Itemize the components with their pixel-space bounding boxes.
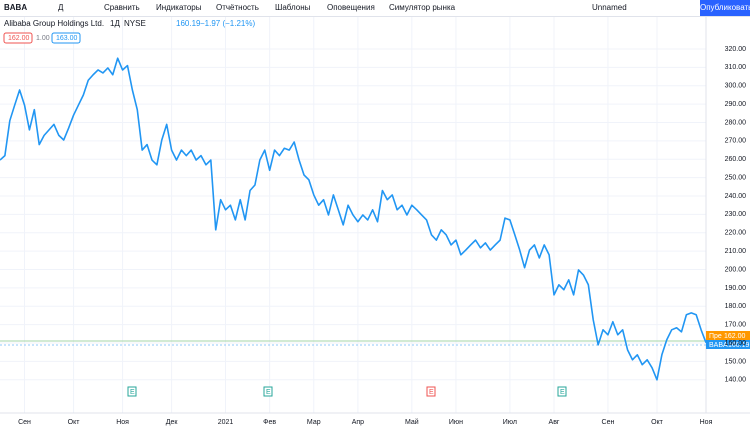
ask: 163.00 bbox=[56, 35, 78, 42]
event-marker[interactable] bbox=[127, 386, 137, 397]
spread: 1.00 bbox=[36, 35, 50, 42]
y-tick-label: 190.00 bbox=[725, 285, 747, 292]
toolbar: BABA Д Сравнить Индикаторы Отчётность Ша… bbox=[0, 0, 750, 17]
x-tick-label: Май bbox=[405, 418, 419, 426]
x-tick-label: Фев bbox=[263, 419, 276, 426]
y-tick-label: 240.00 bbox=[725, 193, 747, 200]
simulator[interactable]: Симулятор рынка bbox=[389, 3, 456, 12]
publish-button[interactable]: Опубликовать bbox=[700, 0, 750, 16]
y-tick-label: 140.00 bbox=[725, 377, 747, 384]
y-tick-label: 210.00 bbox=[725, 248, 747, 255]
bid-box[interactable] bbox=[3, 32, 33, 44]
symbol-tag-label: BABA bbox=[709, 342, 728, 349]
y-tick-label: 290.00 bbox=[725, 101, 747, 108]
legend-name: Alibaba Group Holdings Ltd. bbox=[4, 19, 104, 28]
x-tick-label: Окт bbox=[68, 419, 81, 426]
templates[interactable]: Шаблоны bbox=[275, 3, 311, 12]
symbol[interactable]: BABA bbox=[4, 3, 28, 12]
bid: 162.00 bbox=[8, 35, 30, 42]
ask-box[interactable] bbox=[51, 32, 81, 44]
event-label: E bbox=[429, 389, 434, 396]
y-tick-label: 310.00 bbox=[725, 64, 747, 71]
event-marker[interactable] bbox=[557, 386, 567, 397]
x-tick-label: Ноя bbox=[700, 419, 713, 426]
y-tick-label: 250.00 bbox=[725, 174, 747, 181]
chart: Alibaba Group Holdings Ltd. 1Д NYSE 160.… bbox=[0, 17, 750, 431]
legend-exchange: NYSE bbox=[124, 19, 146, 28]
indicators[interactable]: Индикаторы bbox=[156, 3, 202, 12]
x-tick-label: Дек bbox=[166, 419, 179, 426]
y-axis-area bbox=[706, 17, 750, 431]
y-tick-label: 150.00 bbox=[725, 358, 747, 365]
x-tick-label: Ноя bbox=[116, 419, 129, 426]
x-tick-label: Сен bbox=[602, 419, 615, 426]
y-tick-label: 300.00 bbox=[725, 83, 747, 90]
event-label: E bbox=[560, 389, 565, 396]
y-tick-label: 260.00 bbox=[725, 156, 747, 163]
interval[interactable]: Д bbox=[58, 3, 64, 12]
x-tick-label: 2021 bbox=[218, 419, 234, 426]
symbol-tag bbox=[706, 340, 750, 349]
y-tick-label: 280.00 bbox=[725, 119, 747, 126]
y-tick-label: 270.00 bbox=[725, 138, 747, 145]
x-tick-label: Сен bbox=[18, 419, 31, 426]
alerts[interactable]: Оповещения bbox=[327, 3, 375, 12]
x-tick-label: Окт bbox=[651, 419, 664, 426]
event-marker[interactable] bbox=[263, 386, 273, 397]
x-tick-label: Мар bbox=[307, 419, 321, 426]
x-tick-label: Авг bbox=[549, 419, 560, 426]
y-tick-label: 230.00 bbox=[725, 211, 747, 218]
symbol-tag-price: 160.19 bbox=[728, 342, 750, 349]
event-marker[interactable] bbox=[426, 386, 436, 397]
event-label: E bbox=[130, 389, 135, 396]
pre-tag-price: 162.00 bbox=[724, 333, 746, 340]
y-tick-label: 180.00 bbox=[725, 303, 747, 310]
layout-name[interactable]: Unnamed bbox=[592, 3, 627, 12]
y-tick-label: 170.00 bbox=[725, 322, 747, 329]
x-tick-label: Июл bbox=[503, 419, 517, 426]
x-tick-label: Июн bbox=[449, 419, 463, 426]
reports[interactable]: Отчётность bbox=[216, 3, 259, 12]
compare[interactable]: Сравнить bbox=[104, 3, 140, 12]
legend-price: 160.19 bbox=[176, 19, 201, 28]
y-tick-label: 160.00 bbox=[725, 340, 747, 347]
legend-change: −1.97 (−1.21%) bbox=[200, 19, 255, 28]
y-tick-label: 200.00 bbox=[725, 266, 747, 273]
x-tick-label: Апр bbox=[352, 419, 364, 426]
pre-tag-label: Пре bbox=[709, 333, 722, 340]
y-tick-label: 320.00 bbox=[725, 46, 747, 53]
pre-tag bbox=[706, 331, 750, 340]
y-tick-label: 220.00 bbox=[725, 230, 747, 237]
price-line bbox=[0, 57, 707, 381]
legend-interval: 1Д bbox=[110, 19, 120, 28]
event-label: E bbox=[266, 389, 271, 396]
